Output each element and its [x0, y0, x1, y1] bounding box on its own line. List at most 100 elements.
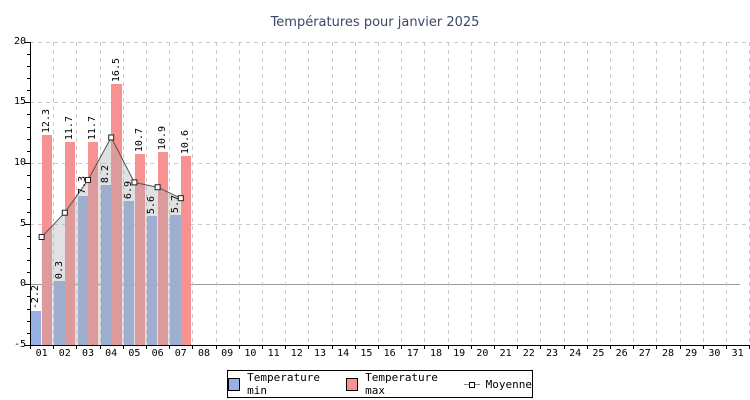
- x-axis-label: 14: [337, 348, 350, 359]
- x-axis-label: 07: [174, 348, 187, 359]
- x-axis-label: 27: [638, 348, 651, 359]
- bar-label-min: 6.9: [123, 180, 135, 199]
- y-gridline: [30, 223, 750, 225]
- bar-label-max: 10.6: [180, 129, 192, 154]
- bar-max: [111, 84, 122, 345]
- bar-label-min: 7.3: [76, 175, 88, 194]
- bar-label-min: 0.3: [53, 260, 65, 279]
- x-gridline: [702, 41, 704, 345]
- x-gridline: [192, 41, 194, 345]
- y-minor-tick: [27, 114, 30, 116]
- bar-min: [31, 311, 42, 345]
- y-minor-tick: [27, 199, 30, 201]
- x-axis-label: 06: [151, 348, 164, 359]
- x-axis-label: 22: [522, 348, 535, 359]
- legend-swatch-min-icon: [228, 377, 241, 391]
- x-axis-label: 26: [615, 348, 628, 359]
- x-tick: [76, 345, 78, 349]
- y-minor-tick: [27, 308, 30, 310]
- x-gridline: [331, 41, 333, 345]
- x-gridline: [679, 41, 681, 345]
- x-axis-label: 21: [499, 348, 512, 359]
- x-gridline: [586, 41, 588, 345]
- x-tick: [447, 345, 449, 349]
- x-tick: [586, 345, 588, 349]
- x-axis-label: 18: [429, 348, 443, 359]
- y-major-tick: [25, 345, 30, 346]
- y-major-tick: [25, 284, 30, 286]
- x-tick: [53, 345, 55, 349]
- x-gridline: [470, 41, 472, 345]
- y-major-tick: [25, 41, 30, 43]
- x-axis-label: 16: [383, 348, 396, 359]
- x-axis-label: 29: [685, 348, 698, 359]
- bar-label-min: 5.6: [146, 196, 158, 215]
- x-tick: [633, 345, 635, 349]
- bar-label-max: 16.5: [110, 57, 122, 83]
- x-axis-line: [30, 345, 750, 346]
- y-minor-tick: [27, 138, 30, 140]
- bar-label-max: 12.3: [40, 108, 52, 134]
- x-tick: [354, 345, 356, 349]
- x-axis-label: 04: [105, 348, 118, 359]
- x-tick: [215, 345, 217, 349]
- y-minor-tick: [27, 90, 30, 92]
- x-gridline: [494, 41, 495, 345]
- x-tick: [30, 345, 31, 349]
- bar-max: [181, 155, 192, 345]
- legend-label-max: Temperature max: [365, 371, 438, 397]
- y-minor-tick: [27, 187, 30, 189]
- x-gridline: [285, 41, 287, 345]
- bar-max: [41, 135, 52, 345]
- x-axis-label: 31: [731, 348, 744, 359]
- x-gridline: [563, 41, 565, 345]
- x-axis-label: 20: [476, 348, 489, 359]
- y-minor-tick: [27, 78, 30, 79]
- y-minor-tick: [27, 150, 30, 152]
- bar-min: [124, 200, 135, 345]
- x-axis-label: 17: [406, 348, 419, 359]
- x-axis-label: 13: [313, 348, 327, 359]
- y-axis-label: 5: [19, 217, 26, 229]
- x-axis-label: 25: [592, 348, 605, 359]
- x-tick: [540, 345, 542, 349]
- y-axis-label: 20: [13, 35, 26, 47]
- y-axis-label: -5: [13, 339, 26, 350]
- x-tick: [424, 345, 426, 349]
- bar-min: [54, 280, 65, 345]
- x-tick: [679, 345, 681, 349]
- x-axis-label: 02: [58, 348, 71, 359]
- bar-min: [100, 184, 111, 345]
- y-axis-label: 15: [13, 96, 26, 108]
- x-gridline: [401, 41, 403, 345]
- bar-label-max: 11.7: [64, 116, 76, 141]
- x-axis-label: 01: [35, 348, 48, 359]
- legend-moyenne-marker-icon: [463, 380, 480, 389]
- x-gridline: [215, 41, 217, 345]
- x-tick: [401, 345, 403, 349]
- bar-min: [147, 216, 158, 345]
- y-gridline: [30, 41, 750, 43]
- legend-label-min: Temperature min: [247, 371, 321, 397]
- y-gridline: [30, 102, 750, 104]
- x-gridline: [656, 41, 658, 345]
- bar-max: [157, 152, 168, 345]
- x-gridline: [238, 41, 240, 345]
- x-gridline: [633, 41, 635, 345]
- x-axis-label: 12: [290, 348, 303, 359]
- x-gridline: [424, 41, 426, 345]
- bar-label-min: 8.2: [99, 164, 111, 183]
- x-axis-label: 05: [128, 348, 141, 359]
- bar-label-max: 10.7: [133, 128, 145, 153]
- y-minor-tick: [27, 260, 30, 262]
- zero-line: [30, 284, 740, 286]
- legend: Temperature min Temperature max Moyenne: [227, 370, 533, 398]
- x-tick: [308, 345, 310, 349]
- x-tick: [122, 345, 124, 349]
- y-minor-tick: [27, 320, 30, 322]
- y-minor-tick: [27, 247, 30, 249]
- bar-label-max: 11.7: [87, 116, 99, 141]
- x-tick: [702, 345, 704, 349]
- x-gridline: [354, 41, 356, 345]
